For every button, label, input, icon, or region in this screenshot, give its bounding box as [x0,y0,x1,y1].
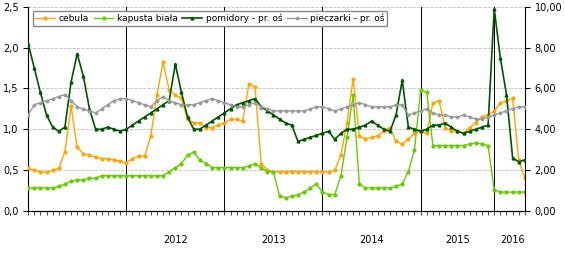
Legend: cebula, kapusta biała, pomidory - pr. oś, pieczarki - pr. oś: cebula, kapusta biała, pomidory - pr. oś… [33,11,388,26]
Text: 2015: 2015 [445,235,470,245]
Text: 2014: 2014 [359,235,384,245]
Text: 2012: 2012 [163,235,188,245]
Text: 2016: 2016 [500,235,525,245]
Text: 2013: 2013 [261,235,286,245]
